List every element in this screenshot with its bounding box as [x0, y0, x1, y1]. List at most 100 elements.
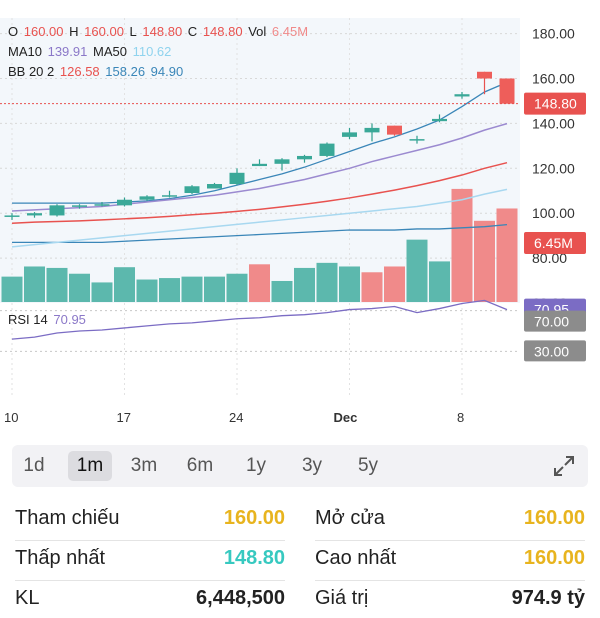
candle-body — [184, 186, 200, 193]
divider — [15, 580, 285, 581]
candle-body — [27, 213, 42, 216]
tab-3m[interactable]: 3m — [130, 455, 158, 476]
bb-value-1: 126.58 — [59, 64, 100, 79]
kl-row: KL 6,448,500 — [15, 578, 285, 618]
ma50-line — [11, 188, 508, 248]
candle-body — [274, 159, 290, 164]
tab-6m[interactable]: 6m — [186, 455, 214, 476]
candle-body — [72, 205, 87, 207]
tab-1d[interactable]: 1d — [23, 455, 45, 476]
kl-value: 6,448,500 — [196, 587, 285, 609]
volume-bar — [1, 276, 23, 302]
y-axis-label: 100.00 — [532, 205, 575, 221]
candle-body — [4, 215, 20, 217]
high-stat-label: Cao nhất — [315, 547, 397, 569]
bb-lower-line — [12, 224, 508, 244]
expand-icon[interactable] — [550, 452, 578, 480]
volume-bar — [474, 220, 495, 302]
candle-body — [454, 94, 470, 97]
bb-upper-line — [12, 81, 508, 204]
candle-body — [117, 199, 132, 206]
rsi-tag — [524, 340, 586, 362]
ma20-line — [11, 161, 508, 225]
ma-legend: MA10 139.91 MA50 110.62 — [8, 44, 173, 59]
volume-bar — [361, 272, 383, 302]
candle-body — [432, 118, 447, 122]
tab-3y[interactable]: 3y — [301, 455, 323, 476]
volume-bar — [159, 278, 180, 302]
rsi-line — [11, 299, 508, 340]
ref-value: 160.00 — [223, 507, 285, 529]
y-axis-label: 120.00 — [532, 160, 575, 176]
volume-bar — [136, 279, 158, 302]
high-row: Cao nhất 160.00 — [315, 538, 585, 578]
candle-body — [297, 155, 312, 160]
candle-body — [94, 204, 110, 206]
price-tag — [524, 92, 586, 115]
volume-bar — [24, 266, 45, 302]
candle-body — [162, 195, 177, 197]
high-value: 160.00 — [84, 24, 124, 39]
x-axis-label: 24 — [229, 410, 243, 425]
rsi-tag-label: 30.00 — [534, 343, 569, 359]
price-chart[interactable]: 180.00160.00140.00120.00100.0080.0060.00… — [0, 0, 600, 440]
candle-body — [499, 78, 515, 104]
y-axis-label: 80.00 — [532, 250, 567, 266]
vol-label: Vol — [248, 24, 267, 39]
volume-bar — [69, 273, 90, 302]
low-stat-label: Thấp nhất — [15, 547, 106, 569]
tab-1y[interactable]: 1y — [245, 455, 267, 476]
ref-label: Tham chiếu — [15, 507, 120, 529]
x-axis-label: 10 — [4, 410, 18, 425]
candle-body — [49, 205, 65, 216]
open-label: O — [8, 24, 19, 39]
bb-legend: BB 20 2 126.58 158.26 94.90 — [8, 64, 185, 79]
open-row: Mở cửa 160.00 — [315, 498, 585, 538]
candle-body — [387, 125, 402, 135]
candle-body — [252, 163, 267, 167]
rsi-tag-label: 70.00 — [534, 314, 569, 330]
y-axis-label: 160.00 — [532, 71, 575, 87]
tab-1m[interactable]: 1m — [68, 451, 112, 481]
tab-5y[interactable]: 5y — [357, 455, 379, 476]
candle-body — [207, 184, 222, 189]
high-stat-value: 160.00 — [523, 547, 585, 569]
divider — [315, 580, 585, 581]
volume-bar — [46, 267, 68, 302]
volume-bar — [451, 188, 473, 302]
kl-label: KL — [15, 587, 40, 609]
low-value: 148.80 — [142, 24, 183, 39]
y-axis-label: 140.00 — [532, 115, 575, 131]
ma10-value: 139.91 — [47, 44, 88, 59]
x-axis-label: 17 — [117, 410, 131, 425]
rsi-value: 70.95 — [53, 312, 86, 327]
divider — [315, 540, 585, 541]
x-axis-label: 8 — [457, 410, 464, 425]
rsi-tag — [524, 310, 586, 332]
bb-value-2: 158.26 — [105, 64, 146, 79]
vol-value: 6.45M — [271, 24, 309, 39]
volume-tag-label: 6.45M — [534, 235, 573, 251]
volume-bar — [271, 280, 293, 302]
ref-row: Tham chiếu 160.00 — [15, 498, 285, 538]
volume-bar — [181, 276, 203, 302]
volume-bar — [429, 261, 450, 302]
y-axis-label: 180.00 — [532, 26, 575, 42]
open-stat-value: 160.00 — [523, 507, 585, 529]
rsi-legend: RSI 14 70.95 — [8, 312, 88, 327]
volume-tag — [524, 232, 586, 254]
x-axis-label: Dec — [334, 410, 358, 425]
volume-bar — [204, 276, 225, 302]
bb-value-3: 94.90 — [150, 64, 184, 79]
price-tag-label: 148.80 — [534, 96, 577, 112]
divider — [15, 540, 285, 541]
candle-body — [364, 127, 380, 133]
candle-body — [409, 139, 425, 141]
bb-label: BB 20 2 — [8, 64, 55, 79]
close-value: 148.80 — [202, 24, 243, 39]
low-label: L — [129, 24, 137, 39]
volume-bar — [294, 267, 315, 302]
gt-label: Giá trị — [315, 587, 369, 609]
rsi-label: RSI 14 — [8, 312, 48, 327]
open-value: 160.00 — [23, 24, 64, 39]
